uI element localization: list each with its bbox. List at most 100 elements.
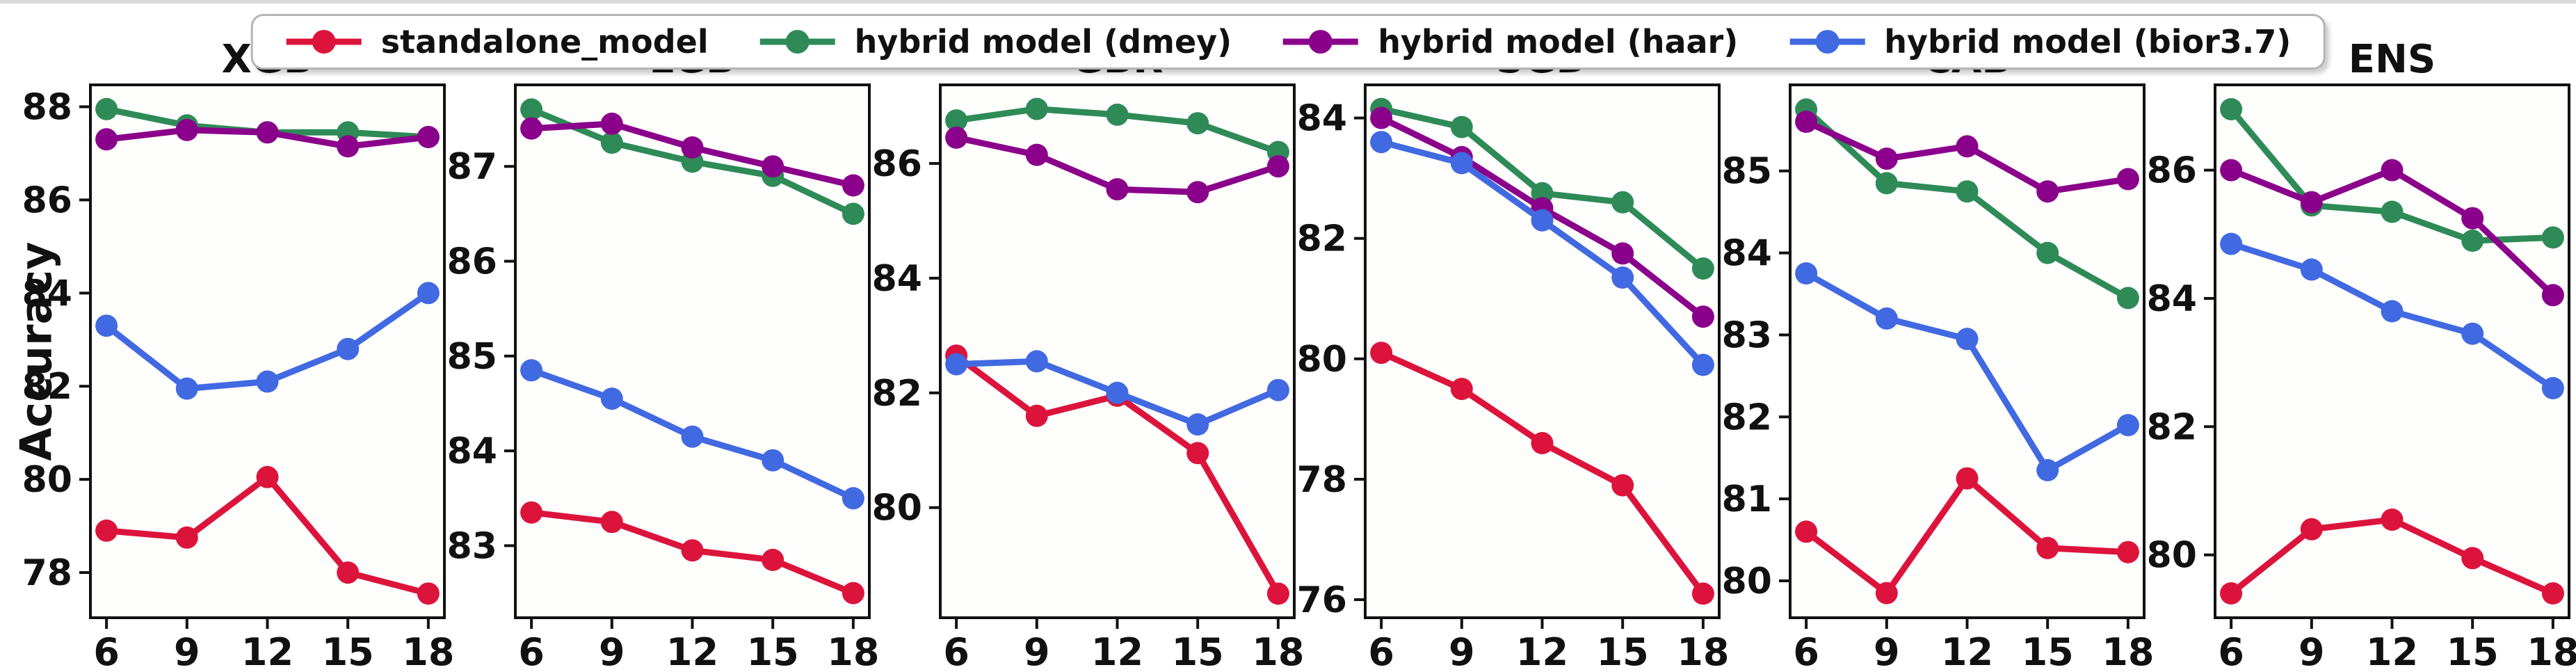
data-point (945, 353, 968, 376)
data-point (1531, 209, 1554, 232)
subplot-xgb: XGB78808284868869121518 (7, 0, 452, 672)
top-border (0, 0, 2576, 3)
x-tick-label: 15 (1597, 630, 1649, 672)
data-point (945, 126, 968, 149)
data-point (95, 97, 118, 120)
x-axis: 6 9 12 15 18 (93, 618, 452, 672)
data-point (842, 174, 864, 197)
y-tick-label: 82 (1297, 218, 1347, 260)
series-hybrid-model-bior3.7- (1370, 131, 1714, 376)
data-point (256, 465, 279, 488)
plot-frame (89, 83, 446, 619)
x-tick-label: 12 (1941, 630, 1993, 672)
series-hybrid-model-bior3.7- (95, 282, 440, 400)
series-standalone-model (520, 501, 864, 605)
data-point (1875, 582, 1898, 605)
y-axis: 80 82 84 86 (2147, 150, 2215, 577)
y-tick-label: 84 (447, 431, 497, 472)
x-tick-label: 6 (943, 630, 969, 672)
data-point (945, 109, 968, 132)
data-point (1266, 378, 1289, 401)
y-tick-label: 78 (22, 552, 72, 594)
data-point (2541, 284, 2564, 307)
x-tick-label: 18 (1677, 630, 1727, 672)
y-tick-label: 80 (1722, 561, 1772, 602)
data-point (520, 501, 543, 524)
data-point (1611, 242, 1634, 265)
series-hybrid-model-bior3.7- (2220, 232, 2564, 399)
plot-area (1790, 85, 2144, 618)
data-point (1691, 582, 1714, 605)
y-tick-label: 80 (22, 459, 72, 501)
legend-item-hybrid-haar: hybrid model (haar) (1282, 23, 1738, 61)
subplot-ens: ENS 80 82 84 86 6 9 12 15 18 (2132, 0, 2576, 672)
plot-frame (939, 83, 1296, 619)
x-tick-label: 15 (747, 630, 799, 672)
series-hybrid-model-haar- (945, 126, 1289, 204)
data-point (2541, 377, 2564, 399)
x-tick-label: 18 (402, 630, 452, 672)
x-tick-label: 15 (322, 630, 374, 672)
data-point (1025, 97, 1048, 120)
subplot-sgd: SGD767880828469121518 (1282, 0, 1727, 672)
data-point (1531, 432, 1554, 454)
data-point (1025, 350, 1048, 373)
subplot-cab: CAB80818283848569121518 (1707, 0, 2152, 672)
data-point (2381, 509, 2404, 531)
data-point (417, 282, 440, 305)
data-point (2300, 258, 2323, 281)
data-point (1691, 353, 1714, 376)
data-point (1370, 131, 1393, 154)
x-tick-label: 15 (2022, 630, 2074, 672)
x-tick-label: 9 (2299, 630, 2325, 672)
x-tick-label: 6 (1793, 630, 1819, 672)
x-tick-label: 15 (1172, 630, 1224, 672)
data-point (1186, 112, 1209, 135)
series-hybrid-model-haar- (520, 112, 864, 197)
y-tick-label: 80 (1297, 339, 1347, 381)
data-point (2541, 226, 2564, 249)
data-point (1025, 143, 1048, 166)
data-point (1370, 342, 1393, 365)
data-point (1795, 111, 1818, 133)
y-tick-label: 81 (1722, 479, 1772, 520)
data-point (842, 487, 864, 510)
series-hybrid-model-haar- (2220, 159, 2564, 307)
plot-frame (2214, 83, 2570, 619)
data-point (2116, 287, 2139, 310)
series-hybrid-model-bior3.7- (945, 350, 1289, 436)
x-tick-label: 18 (2527, 630, 2576, 672)
x-axis: 6 9 12 15 18 (518, 618, 877, 672)
series-standalone-model (2220, 509, 2564, 605)
legend-item-label: hybrid model (bior3.7) (1884, 23, 2292, 61)
x-tick-label: 6 (1368, 630, 1394, 672)
y-tick-label: 86 (447, 241, 497, 283)
y-axis: 78 80 82 84 86 88 (22, 86, 90, 594)
data-point (1266, 155, 1289, 178)
x-tick-label: 6 (93, 630, 120, 672)
data-point (2300, 518, 2323, 541)
plot-area (90, 85, 444, 618)
data-point (842, 582, 864, 605)
data-point (175, 526, 198, 549)
data-point (95, 128, 118, 151)
legend-item-label: hybrid model (haar) (1378, 23, 1739, 61)
series-standalone-model (1795, 467, 2139, 605)
x-tick-label: 6 (2218, 630, 2244, 672)
data-point (1106, 178, 1129, 201)
x-tick-label: 12 (241, 630, 293, 672)
data-point (520, 98, 543, 121)
x-axis: 6 9 12 15 18 (1793, 618, 2152, 672)
x-tick-label: 9 (1449, 630, 1475, 672)
line-marker-icon (759, 29, 837, 54)
series-hybrid-model-haar- (1795, 111, 2139, 203)
data-point (1611, 191, 1634, 214)
data-point (1450, 378, 1473, 401)
x-tick-label: 15 (2447, 630, 2499, 672)
line-marker-icon (1788, 29, 1866, 54)
subplot-canvas-gbr: GBR8082848669121518 (872, 37, 1302, 672)
data-point (2381, 300, 2404, 323)
data-point (2116, 541, 2139, 563)
data-point (2300, 191, 2323, 214)
y-tick-label: 82 (2147, 406, 2197, 448)
